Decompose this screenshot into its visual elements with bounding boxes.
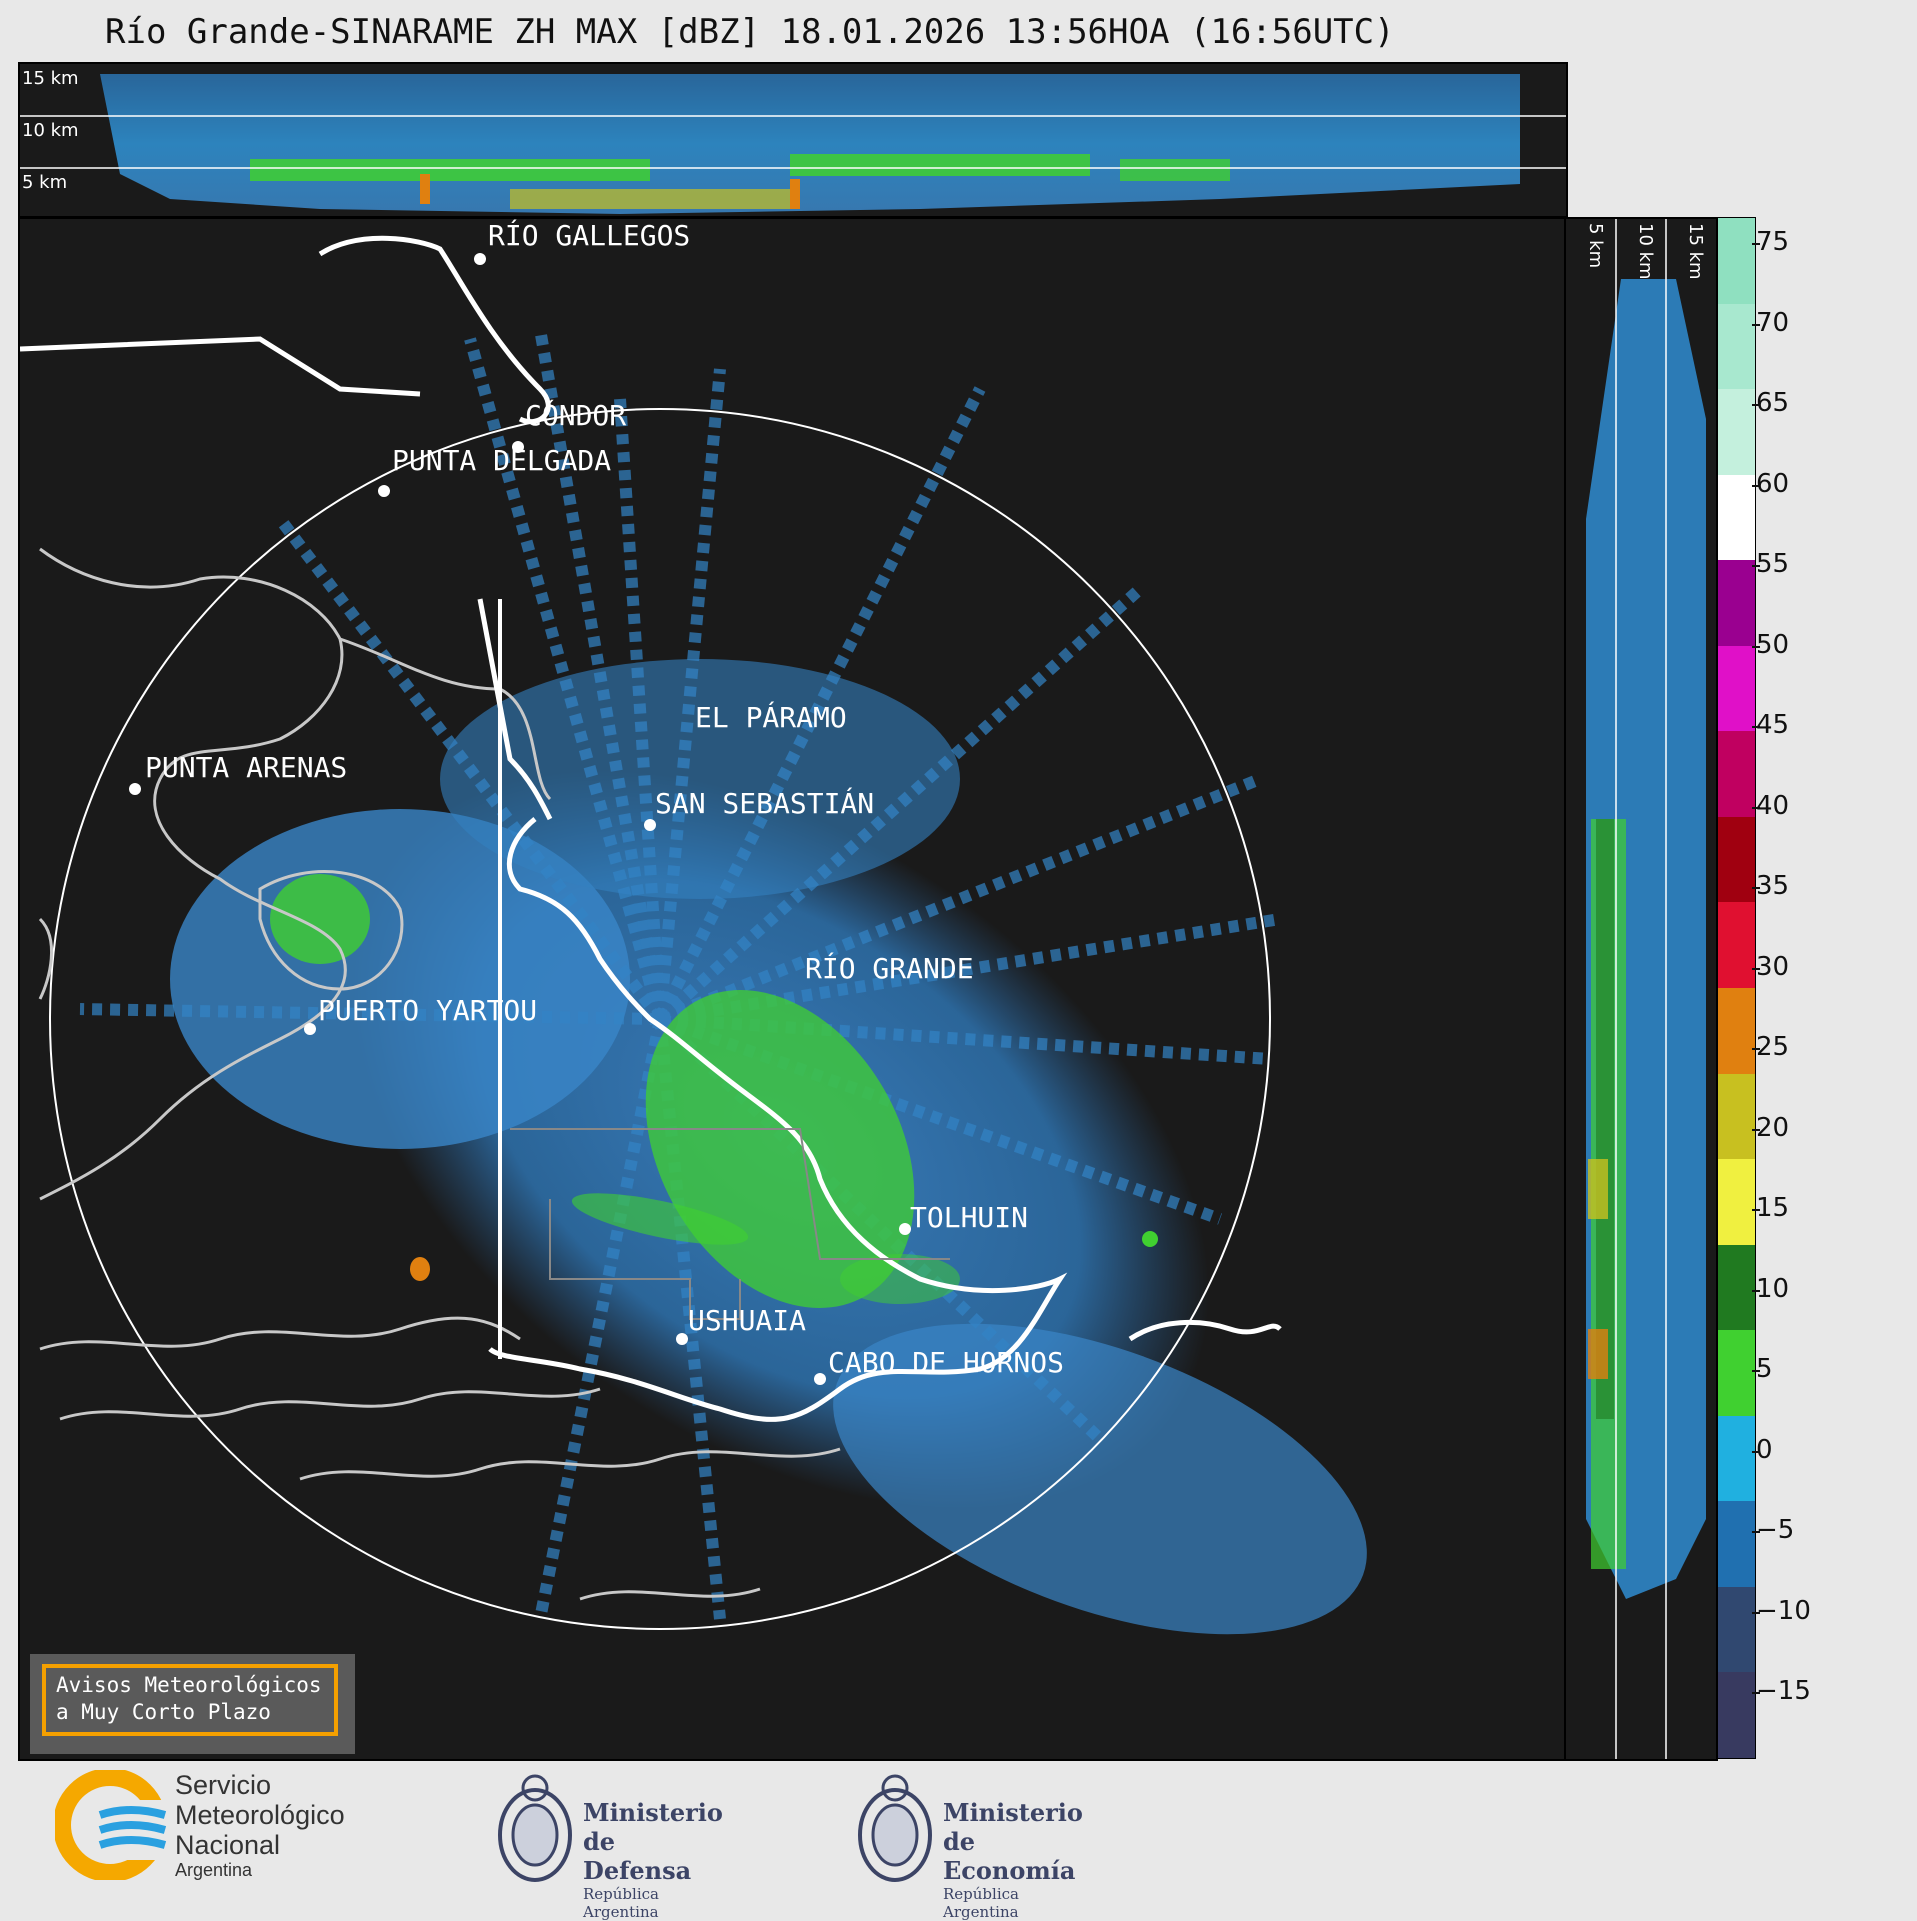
defensa-shield-icon <box>498 1774 572 1882</box>
colorbar-tick-label: 0 <box>1752 1434 1773 1465</box>
colorbar-tick-label: −15 <box>1752 1676 1811 1706</box>
colorbar-segment <box>1718 303 1755 390</box>
smn-line-1: Servicio <box>175 1770 272 1800</box>
colorbar-tick-label: 25 <box>1751 1032 1790 1062</box>
colorbar-tick-label: 75 <box>1751 227 1790 257</box>
colorbar-segment <box>1718 1330 1755 1417</box>
colorbar-tick-label: 20 <box>1751 1112 1790 1143</box>
colorbar-tick-label: 50 <box>1751 629 1790 660</box>
city-label: USHUAIA <box>688 1304 807 1337</box>
radar-map: RÍO GALLEGOS CÓNDOR PUNTA DELGADA EL PÁR… <box>18 217 1568 1761</box>
colorbar-tick-label: 15 <box>1751 1193 1790 1223</box>
colorbar-segment <box>1718 902 1755 989</box>
colorbar-segment <box>1718 645 1755 732</box>
colorbar-segment <box>1718 1159 1755 1246</box>
warning-box: Avisos Meteorológicos a Muy Corto Plazo <box>30 1654 355 1754</box>
colorbar-tick-label: −5 <box>1751 1515 1795 1545</box>
warning-line-1: Avisos Meteorológicos <box>56 1673 322 1697</box>
top-cross-section: 15 km 10 km 5 km <box>18 62 1568 218</box>
colorbar-tick-label: 70 <box>1751 307 1790 338</box>
colorbar-tick-label: 55 <box>1751 549 1790 579</box>
warning-line-2: a Muy Corto Plazo <box>56 1700 271 1725</box>
defensa-line-2: de Defensa <box>583 1827 692 1885</box>
height-label-5km: 5 km <box>22 172 68 193</box>
right-cross-section: 5 km 10 km 15 km <box>1564 217 1718 1761</box>
colorbar-segment <box>1718 1073 1755 1160</box>
colorbar-tick-label: 45 <box>1751 710 1790 740</box>
right-cross-section-plot <box>1586 219 1706 1759</box>
defensa-line-1: Ministerio <box>583 1798 723 1827</box>
smn-line-4: Argentina <box>175 1860 253 1880</box>
smn-line-3: Nacional <box>175 1830 281 1860</box>
height-label-10km: 10 km <box>22 120 79 141</box>
colorbar-segment <box>1718 474 1755 561</box>
colorbar-tick-label: 35 <box>1751 871 1790 901</box>
economia-line-2: de Economía <box>943 1827 1076 1885</box>
colorbar-segment <box>1718 1672 1755 1759</box>
map-title: Río Grande-SINARAME ZH MAX [dBZ] 18.01.2… <box>105 12 1395 52</box>
colorbar-tick-label: 60 <box>1751 468 1790 499</box>
colorbar <box>1717 217 1756 1759</box>
height-label-15km: 15 km <box>22 68 79 89</box>
economia-line-1: Ministerio <box>943 1798 1083 1827</box>
city-label: PUERTO YARTOU <box>318 994 538 1027</box>
city-label: RÍO GALLEGOS <box>488 219 691 252</box>
height-label-10km-vertical: 10 km <box>1635 223 1656 280</box>
colorbar-tick-label: 40 <box>1751 790 1790 821</box>
warning-box-inner: Avisos Meteorológicos a Muy Corto Plazo <box>42 1664 338 1736</box>
colorbar-tick-label: 30 <box>1751 951 1790 982</box>
colorbar-segment <box>1718 560 1755 647</box>
economia-shield-icon <box>858 1774 932 1882</box>
height-label-15km-vertical: 15 km <box>1685 223 1706 280</box>
radar-map-plot <box>20 235 1367 1635</box>
smn-line-2: Meteorológico <box>175 1800 345 1830</box>
city-label: CABO DE HORNOS <box>828 1346 1065 1379</box>
city-label: PUNTA ARENAS <box>145 751 348 784</box>
city-label: CÓNDOR <box>525 399 627 432</box>
city-label: PUNTA DELGADA <box>392 444 612 477</box>
defensa-line-3: República Argentina <box>583 1885 659 1921</box>
colorbar-tick-label: 10 <box>1751 1273 1790 1304</box>
city-label: TOLHUIN <box>910 1201 1029 1234</box>
colorbar-segment <box>1718 1501 1755 1588</box>
colorbar-tick-label: −10 <box>1752 1595 1811 1626</box>
city-label: RÍO GRANDE <box>805 952 974 985</box>
colorbar-segment <box>1718 1586 1755 1673</box>
colorbar-segment <box>1718 988 1755 1075</box>
colorbar-segment <box>1718 731 1755 818</box>
colorbar-segment <box>1718 389 1755 476</box>
colorbar-segment <box>1718 816 1755 903</box>
colorbar-segment <box>1718 218 1755 305</box>
colorbar-segment <box>1718 1244 1755 1331</box>
height-label-5km-vertical: 5 km <box>1585 223 1606 269</box>
economia-line-3: República Argentina <box>943 1885 1019 1921</box>
colorbar-tick-label: 65 <box>1751 388 1790 418</box>
city-label: SAN SEBASTIÁN <box>655 787 875 820</box>
top-cross-section-plot <box>20 74 1566 214</box>
city-label: EL PÁRAMO <box>695 701 847 734</box>
colorbar-tick-label: 5 <box>1752 1354 1773 1384</box>
smn-logo-mark <box>55 1770 185 1880</box>
colorbar-segment <box>1718 1415 1755 1502</box>
